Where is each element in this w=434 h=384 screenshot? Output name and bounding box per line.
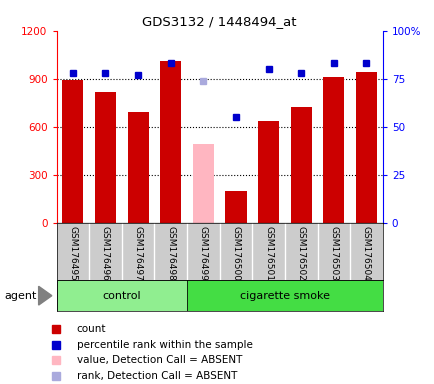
Bar xyxy=(355,72,376,223)
Bar xyxy=(322,77,344,223)
Bar xyxy=(192,144,214,223)
Text: GSM176503: GSM176503 xyxy=(329,225,338,281)
Text: value, Detection Call = ABSENT: value, Detection Call = ABSENT xyxy=(76,356,241,366)
Text: GSM176504: GSM176504 xyxy=(361,225,370,280)
Text: GSM176502: GSM176502 xyxy=(296,225,305,280)
Bar xyxy=(62,80,83,223)
Text: cigarette smoke: cigarette smoke xyxy=(240,291,329,301)
Polygon shape xyxy=(39,286,52,305)
Text: GSM176495: GSM176495 xyxy=(68,225,77,280)
Bar xyxy=(290,107,311,223)
Text: control: control xyxy=(102,291,141,301)
Bar xyxy=(127,112,148,223)
Text: count: count xyxy=(76,324,106,334)
Text: agent: agent xyxy=(4,291,36,301)
Bar xyxy=(160,61,181,223)
Text: GSM176497: GSM176497 xyxy=(133,225,142,280)
Bar xyxy=(257,121,279,223)
Title: GDS3132 / 1448494_at: GDS3132 / 1448494_at xyxy=(142,15,296,28)
Text: rank, Detection Call = ABSENT: rank, Detection Call = ABSENT xyxy=(76,371,237,381)
Text: GSM176501: GSM176501 xyxy=(263,225,273,281)
Text: GSM176496: GSM176496 xyxy=(101,225,110,280)
Bar xyxy=(56,280,187,311)
Text: GSM176498: GSM176498 xyxy=(166,225,175,280)
Bar xyxy=(225,191,246,223)
Text: GSM176500: GSM176500 xyxy=(231,225,240,281)
Bar xyxy=(95,91,116,223)
Bar xyxy=(187,280,382,311)
Text: GSM176499: GSM176499 xyxy=(198,225,207,280)
Text: percentile rank within the sample: percentile rank within the sample xyxy=(76,339,252,349)
